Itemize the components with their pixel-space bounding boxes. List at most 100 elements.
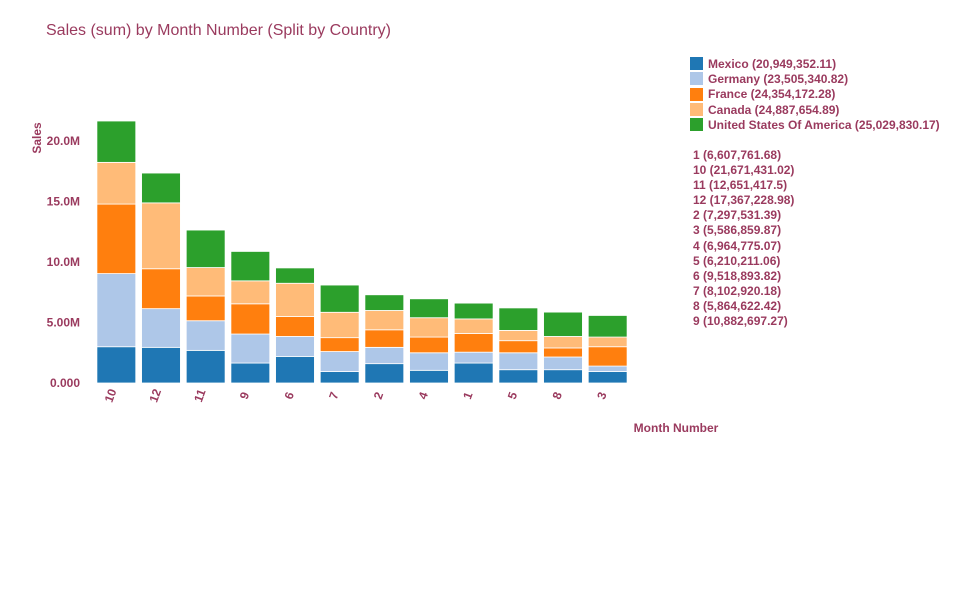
bar-segment[interactable] (543, 356, 583, 371)
bar-segment[interactable] (364, 363, 405, 384)
x-tick-label: 4 (416, 390, 432, 401)
bar-segment[interactable] (409, 369, 449, 384)
category-total: 5 (6,210,211.06) (693, 253, 781, 268)
bar-segment[interactable] (498, 340, 539, 354)
bar-segment[interactable] (319, 311, 360, 339)
legend-item[interactable]: Germany (23,505,340.82) (690, 71, 940, 86)
bar-segment[interactable] (141, 172, 181, 204)
bar-segment[interactable] (364, 310, 405, 331)
category-total: 7 (8,102,920.18) (693, 283, 782, 298)
bar-segment[interactable] (587, 371, 628, 384)
bar-segment[interactable] (96, 203, 137, 274)
x-tick-label: 2 (371, 390, 387, 401)
bar-segment[interactable] (275, 267, 315, 284)
category-total: 3 (5,586,859.87) (693, 223, 782, 238)
y-tick-label: 5.00M (47, 316, 80, 330)
legend-item[interactable]: France (24,354,172.28) (690, 87, 940, 102)
bar-segment[interactable] (498, 330, 539, 342)
bar-segment[interactable] (230, 333, 271, 364)
bar-segment[interactable] (96, 273, 137, 348)
bar-segment[interactable] (275, 316, 315, 337)
bar-segment[interactable] (185, 267, 226, 297)
bar-segment[interactable] (453, 333, 494, 353)
bar-segment[interactable] (543, 347, 583, 358)
bar-segment[interactable] (364, 346, 405, 365)
category-total: 6 (9,518,893.82) (693, 268, 782, 283)
legend-item[interactable]: Canada (24,887,654.89) (690, 102, 940, 117)
chart-title: Sales (sum) by Month Number (Split by Co… (46, 22, 391, 39)
bar-segment[interactable] (319, 284, 360, 313)
bar-segment[interactable] (409, 298, 449, 319)
x-tick-label: 12 (146, 387, 164, 405)
bar-segment[interactable] (319, 351, 360, 372)
bar-segment[interactable] (409, 336, 449, 354)
y-tick-label: 10.0M (47, 255, 80, 269)
category-total: 12 (17,367,228.98) (693, 193, 795, 208)
legend-item[interactable]: United States Of America (25,029,830.17) (690, 117, 940, 132)
legend-label: Germany (23,505,340.82) (708, 71, 849, 86)
legend-swatch (690, 72, 703, 86)
category-total: 9 (10,882,697.27) (693, 314, 788, 329)
bar-segment[interactable] (141, 308, 181, 348)
bar-segment[interactable] (230, 251, 271, 282)
bar-segment[interactable] (185, 349, 226, 384)
bar-segment[interactable] (319, 371, 360, 384)
bar-segment[interactable] (587, 346, 628, 367)
legend-item[interactable]: Mexico (20,949,352.11) (690, 56, 940, 71)
bar-segment[interactable] (543, 369, 583, 384)
legend: Mexico (20,949,352.11) Germany (23,505,34… (690, 56, 940, 132)
category-total: 4 (6,964,775.07) (693, 238, 782, 253)
bar-segment[interactable] (141, 346, 181, 384)
bar-segment[interactable] (275, 355, 315, 384)
bar-segment[interactable] (453, 302, 494, 320)
bar-segment[interactable] (230, 362, 271, 384)
bar-segment[interactable] (409, 317, 449, 338)
legend-swatch (690, 118, 703, 132)
category-totals-list: 1 (6,607,761.68) 10 (21,671,431.02) 11 (12… (693, 148, 794, 329)
category-total: 10 (21,671,431.02) (693, 163, 795, 178)
x-tick-label: 11 (191, 387, 209, 404)
bar-segment[interactable] (141, 202, 181, 270)
bar-segment[interactable] (230, 280, 271, 305)
bar-segment[interactable] (543, 311, 583, 337)
x-tick-label: 7 (326, 390, 342, 401)
legend-label: Mexico (20,949,352.11) (708, 56, 837, 71)
bar-segment[interactable] (275, 336, 315, 357)
category-total: 2 (7,297,531.39) (693, 208, 782, 223)
bar-segment[interactable] (141, 268, 181, 310)
bar-segment[interactable] (185, 229, 226, 268)
y-tick-label: 0.000 (50, 376, 80, 390)
y-axis-title: Sales (30, 122, 44, 154)
bar-segment[interactable] (453, 318, 494, 334)
bar-segment[interactable] (543, 336, 583, 349)
bar-segment[interactable] (498, 307, 539, 331)
bar-segment[interactable] (587, 315, 628, 338)
bar-segment[interactable] (319, 337, 360, 352)
x-tick-label: 6 (282, 390, 298, 401)
bar-segment[interactable] (185, 320, 226, 351)
bar-segment[interactable] (96, 120, 137, 163)
bar-segment[interactable] (275, 282, 315, 317)
y-tick-label: 15.0M (47, 195, 80, 209)
bar-segment[interactable] (498, 352, 539, 371)
legend-label: United States Of America (25,029,830.17) (708, 117, 940, 132)
legend-swatch (690, 87, 703, 101)
x-axis-title: Month Number (634, 421, 719, 435)
legend-label: France (24,354,172.28) (708, 87, 836, 102)
bar-segment[interactable] (230, 303, 271, 335)
bar-segment[interactable] (498, 369, 539, 384)
x-tick-label: 8 (550, 390, 566, 401)
bar-segment[interactable] (96, 346, 137, 384)
bar-segment[interactable] (185, 295, 226, 322)
bar-segment[interactable] (587, 365, 628, 372)
bar-segment[interactable] (587, 336, 628, 348)
bar-segment[interactable] (453, 351, 494, 364)
bar-segment[interactable] (364, 329, 405, 348)
bar-segment[interactable] (96, 161, 137, 205)
bar-segment[interactable] (409, 352, 449, 371)
category-total: 1 (6,607,761.68) (693, 148, 782, 162)
x-tick-label: 3 (594, 390, 610, 401)
bar-segment[interactable] (453, 362, 494, 384)
bar-segment[interactable] (364, 294, 405, 311)
